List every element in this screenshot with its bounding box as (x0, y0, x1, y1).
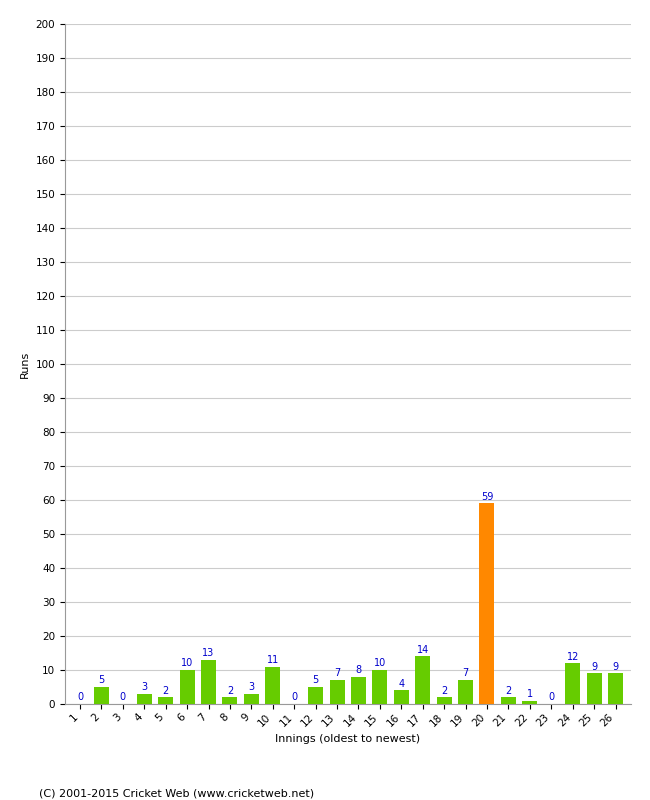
Text: 5: 5 (313, 675, 318, 686)
Text: 9: 9 (612, 662, 619, 672)
Bar (458, 680, 473, 704)
Bar (372, 670, 387, 704)
Bar (523, 701, 538, 704)
Text: 0: 0 (120, 692, 126, 702)
Text: 14: 14 (417, 645, 429, 654)
Text: 0: 0 (291, 692, 297, 702)
Text: 2: 2 (441, 686, 447, 695)
Text: 7: 7 (334, 669, 340, 678)
X-axis label: Innings (oldest to newest): Innings (oldest to newest) (275, 734, 421, 744)
Text: 13: 13 (202, 648, 215, 658)
Bar (586, 674, 602, 704)
Bar (201, 660, 216, 704)
Bar (179, 670, 194, 704)
Text: 3: 3 (248, 682, 254, 692)
Bar (244, 694, 259, 704)
Text: 11: 11 (266, 655, 279, 665)
Text: 3: 3 (141, 682, 148, 692)
Bar (308, 687, 323, 704)
Text: 5: 5 (98, 675, 105, 686)
Bar (330, 680, 344, 704)
Text: 1: 1 (526, 689, 533, 699)
Text: 0: 0 (548, 692, 554, 702)
Bar (394, 690, 409, 704)
Bar (480, 503, 495, 704)
Text: 10: 10 (181, 658, 193, 668)
Bar (94, 687, 109, 704)
Bar (565, 663, 580, 704)
Bar (265, 666, 280, 704)
Text: 2: 2 (162, 686, 169, 695)
Text: 0: 0 (77, 692, 83, 702)
Text: 2: 2 (227, 686, 233, 695)
Bar (437, 697, 452, 704)
Text: 9: 9 (591, 662, 597, 672)
Bar (222, 697, 237, 704)
Y-axis label: Runs: Runs (20, 350, 30, 378)
Text: 2: 2 (505, 686, 512, 695)
Bar (136, 694, 151, 704)
Text: 4: 4 (398, 678, 404, 689)
Text: 59: 59 (481, 492, 493, 502)
Text: 12: 12 (567, 651, 579, 662)
Text: (C) 2001-2015 Cricket Web (www.cricketweb.net): (C) 2001-2015 Cricket Web (www.cricketwe… (39, 788, 314, 798)
Bar (351, 677, 366, 704)
Bar (501, 697, 516, 704)
Text: 7: 7 (462, 669, 469, 678)
Bar (415, 656, 430, 704)
Text: 8: 8 (356, 665, 361, 675)
Text: 10: 10 (374, 658, 386, 668)
Bar (608, 674, 623, 704)
Bar (158, 697, 173, 704)
